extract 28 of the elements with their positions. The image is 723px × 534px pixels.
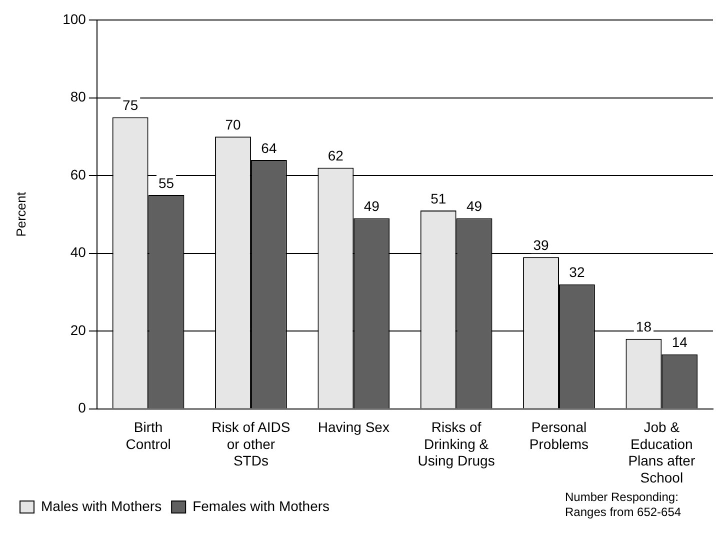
data-label: 32 bbox=[569, 264, 585, 280]
x-tick-label: Birth Control bbox=[126, 419, 171, 452]
x-tick-label: Having Sex bbox=[318, 419, 390, 436]
x-tick-label: Job & Education Plans after School bbox=[628, 419, 696, 486]
data-label: 49 bbox=[466, 198, 482, 214]
data-label: 64 bbox=[261, 140, 277, 156]
x-tick-label: Risks of Drinking & Using Drugs bbox=[418, 419, 495, 469]
y-tick-label: 60 bbox=[70, 166, 86, 182]
data-label: 75 bbox=[122, 97, 138, 114]
x-tick-label: Risk of AIDS or other STDs bbox=[212, 419, 290, 469]
data-label: 70 bbox=[225, 116, 241, 132]
data-label: 62 bbox=[328, 148, 344, 164]
data-label: 51 bbox=[430, 190, 446, 206]
y-tick-label: 100 bbox=[62, 10, 86, 27]
data-label: 55 bbox=[158, 174, 174, 191]
y-tick-label: 80 bbox=[70, 88, 86, 105]
legend-label: Males with Mothers bbox=[41, 498, 162, 514]
data-label: 39 bbox=[533, 237, 550, 254]
x-tick-label: Personal Problems bbox=[529, 419, 589, 452]
text: Number Responding: Ranges from 652-654 bbox=[565, 490, 682, 520]
y-tick-label: 0 bbox=[78, 400, 86, 416]
data-label: 18 bbox=[636, 318, 652, 335]
y-tick-label: 40 bbox=[70, 244, 86, 260]
y-tick-label: 20 bbox=[70, 322, 86, 338]
data-label: 14 bbox=[672, 334, 688, 350]
y-axis-title: Percent bbox=[13, 192, 28, 237]
legend-label: Females with Mothers bbox=[192, 498, 330, 514]
data-label: 49 bbox=[364, 198, 380, 214]
